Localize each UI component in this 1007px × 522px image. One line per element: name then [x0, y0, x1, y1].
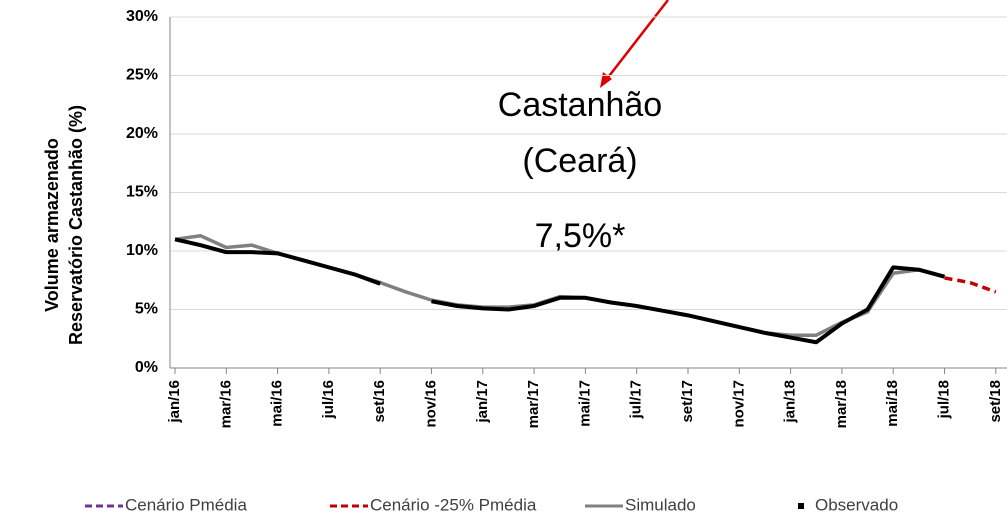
x-tick-label: mar/18	[833, 380, 850, 428]
x-tick-label: mar/17	[525, 380, 542, 428]
series-line	[174, 237, 381, 286]
x-tick-label: jul/17	[628, 380, 645, 419]
series-line	[431, 265, 946, 345]
y-tick-label: 25%	[126, 67, 158, 84]
y-tick-label: 5%	[135, 301, 158, 318]
legend-label: Simulado	[625, 495, 696, 514]
annotation: (Ceará)	[522, 142, 637, 180]
x-tick-label: jan/17	[474, 380, 491, 424]
x-tick-label: nov/16	[422, 380, 439, 428]
x-tick-label: nov/17	[730, 380, 747, 428]
y-axis-label: Volume armazenado	[42, 138, 62, 312]
x-tick-label: jan/18	[782, 380, 799, 424]
series-line	[944, 276, 997, 294]
y-tick-label: 30%	[126, 8, 158, 25]
x-tick-label: jul/16	[320, 380, 337, 419]
x-tick-label: mai/17	[576, 380, 593, 427]
x-tick-label: set/18	[987, 380, 1004, 423]
x-tick-label: mai/16	[269, 380, 286, 427]
y-tick-label: 20%	[126, 125, 158, 142]
arrow	[605, 0, 669, 81]
x-tick-label: set/17	[679, 380, 696, 423]
legend-label: Observado	[815, 495, 898, 514]
y-tick-label: 10%	[126, 242, 158, 259]
x-tick-label: jan/16	[166, 380, 183, 424]
x-tick-label: jul/18	[935, 380, 952, 419]
annotation: 7,5%*	[535, 217, 626, 255]
x-tick-label: set/16	[371, 380, 388, 423]
legend-marker	[798, 503, 804, 509]
annotation: Castanhão	[498, 86, 662, 124]
x-tick-label: mai/18	[884, 380, 901, 427]
y-tick-label: 15%	[126, 184, 158, 201]
legend-label: Cenário -25% Pmédia	[370, 495, 537, 514]
y-tick-label: 0%	[135, 359, 158, 376]
y-axis-label: Reservatório Castanhão (%)	[66, 105, 86, 345]
legend-label: Cenário Pmédia	[125, 495, 247, 514]
x-tick-label: mar/16	[217, 380, 234, 428]
